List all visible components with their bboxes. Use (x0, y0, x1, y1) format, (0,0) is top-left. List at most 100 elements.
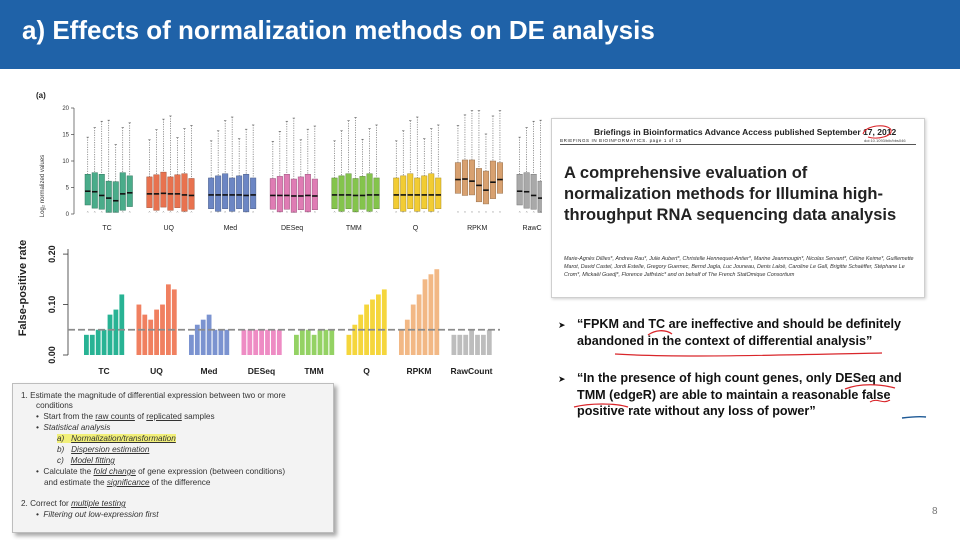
svg-text:^: ^ (101, 210, 103, 215)
note-raw-counts: • Start from the raw counts of replicate… (36, 412, 215, 421)
svg-text:^: ^ (94, 210, 96, 215)
box-UQ-5: ^ (174, 137, 181, 215)
note-statistical-analysis: • Statistical analysis (36, 423, 111, 432)
svg-text:^: ^ (210, 210, 212, 215)
note-step2: 2. Correct for multiple testing (21, 499, 126, 508)
bar-Q-3 (358, 314, 364, 355)
box-TMM-1: ^ (331, 140, 338, 215)
box-Med-2: ^ (215, 130, 222, 215)
annotation-deseq-underline (844, 384, 896, 390)
svg-text:^: ^ (286, 210, 288, 215)
svg-text:^: ^ (423, 210, 425, 215)
box-TC-5: ^ (112, 144, 119, 215)
svg-text:^: ^ (519, 210, 521, 215)
box-DESeq-2: ^ (276, 131, 283, 215)
y-tick-label: 0.10 (47, 296, 57, 314)
svg-text:^: ^ (115, 210, 117, 215)
box-Med-6: ^ (243, 128, 250, 215)
box-RawCount-4: ^ (537, 119, 542, 215)
bar-Q-1 (346, 334, 352, 355)
svg-text:^: ^ (156, 210, 158, 215)
bar-RPKM-5 (422, 279, 428, 355)
box-TMM-3: ^ (345, 120, 352, 215)
y-axis: 0.00 0.10 0.20 (47, 245, 69, 364)
svg-text:^: ^ (149, 210, 151, 215)
bars (84, 269, 492, 355)
bar-RawCount-4 (469, 329, 474, 355)
bar-Q-5 (370, 299, 375, 355)
group-labels: TC UQ Med DESeq TMM Q RPKM RawCount (98, 366, 492, 376)
box-Q-5: ^ (421, 138, 428, 215)
box-TC-1: ^ (84, 136, 91, 215)
bar-RPKM-7 (434, 269, 440, 355)
panel-label: (a) (36, 91, 46, 100)
box-TC-4: ^ (105, 119, 112, 215)
bar-UQ-7 (171, 289, 177, 355)
y-axis-label: Log₂ normalized values (40, 155, 46, 217)
bar-RPKM-1 (399, 329, 404, 355)
group-label-TC: TC (102, 225, 111, 232)
group-label-RPKM: RPKM (467, 225, 487, 232)
box-Q-3: ^ (407, 120, 414, 215)
annotation-tc-underline (647, 330, 673, 336)
bar-RawCount-5 (475, 334, 480, 355)
svg-text:^: ^ (355, 210, 357, 215)
box-RPKM-2: ^ (461, 114, 468, 215)
svg-text:^: ^ (485, 210, 487, 215)
bar-DESeq-1 (241, 329, 247, 355)
y-tick-label: 10 (62, 159, 69, 165)
svg-text:^: ^ (231, 210, 233, 215)
annotation-blue-stroke (901, 415, 927, 419)
bar-UQ-6 (166, 284, 171, 355)
svg-text:^: ^ (499, 210, 501, 215)
box-Q-7: ^ (435, 124, 442, 215)
box-DESeq-7: ^ (311, 125, 318, 215)
y-tick-label: 0.20 (47, 245, 57, 263)
bar-TMM-2 (299, 329, 305, 355)
journal-sub-line: BRIEFINGS IN BIOINFORMATICS. page 1 of 1… (560, 138, 682, 143)
annotation-tmm-underline (573, 403, 629, 408)
svg-text:^: ^ (430, 210, 432, 215)
workflow-notes: 1. Estimate the magnitude of differentia… (12, 383, 334, 533)
box-Med-3: ^ (222, 120, 229, 215)
page-number: 8 (932, 506, 938, 517)
bar-TMM-6 (323, 329, 329, 355)
box-DESeq-1: ^ (269, 141, 276, 215)
box-UQ-2: ^ (153, 129, 160, 215)
svg-text:^: ^ (272, 210, 274, 215)
box-TC-7: ^ (126, 122, 133, 215)
box-UQ-1: ^ (146, 139, 153, 215)
note-dispersion: b) Dispersion estimation (57, 445, 150, 454)
svg-text:^: ^ (245, 210, 247, 215)
box-Q-2: ^ (400, 130, 407, 215)
box-TMM-6: ^ (366, 128, 373, 215)
bar-TC-2 (89, 334, 95, 355)
group-label-DESeq: DESeq (248, 366, 275, 376)
bar-Med-2 (194, 324, 200, 355)
box-RPKM-6: ^ (489, 115, 496, 215)
svg-text:^: ^ (224, 210, 226, 215)
group-label-Med: Med (224, 225, 238, 232)
slide-header: a) Effects of normalization methods on D… (0, 0, 960, 69)
bar-RawCount-3 (463, 334, 469, 355)
svg-text:^: ^ (492, 210, 494, 215)
group-label-DESeq: DESeq (281, 225, 303, 232)
svg-text:^: ^ (108, 210, 110, 215)
svg-text:^: ^ (533, 210, 535, 215)
bar-DESeq-6 (271, 329, 276, 355)
paper-doi: doi:10.1093/bib/bbs046 (864, 138, 906, 143)
svg-text:^: ^ (416, 210, 418, 215)
box-RPKM-1: ^ (454, 125, 461, 215)
bar-TC-6 (113, 309, 119, 355)
svg-text:^: ^ (376, 210, 378, 215)
svg-text:^: ^ (307, 210, 309, 215)
svg-text:^: ^ (457, 210, 459, 215)
group-label-TMM: TMM (304, 366, 323, 376)
box-TMM-5: ^ (359, 138, 366, 215)
note-normalization: a) Normalization/transformation (57, 434, 176, 443)
svg-text:^: ^ (526, 210, 528, 215)
annotation-context-underline (614, 352, 883, 357)
box-RPKM-4: ^ (475, 110, 482, 215)
group-label-RawCount: RawCount (450, 366, 492, 376)
